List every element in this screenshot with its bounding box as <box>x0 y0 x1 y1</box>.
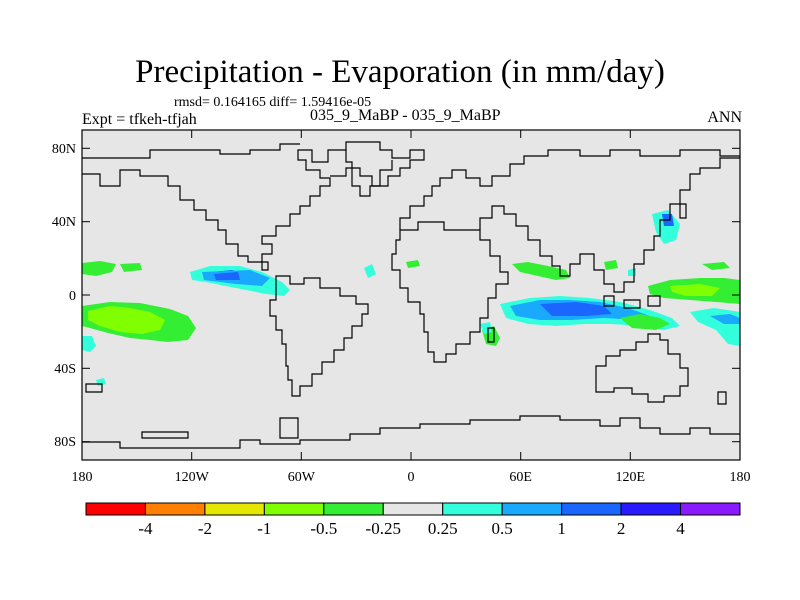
green-anomaly-north-africa <box>512 262 570 280</box>
colorbar-label: -0.5 <box>310 519 337 538</box>
colorbar-box <box>501 502 563 516</box>
colorbar-box <box>144 502 206 516</box>
cyan-anomaly-far-west <box>82 336 96 352</box>
lon-label: 60W <box>288 470 316 485</box>
coast-maritime-continent <box>603 295 661 309</box>
lat-label: 80S <box>54 435 76 450</box>
lat-label: 40S <box>54 362 76 377</box>
green-anomaly-west-itcz-2 <box>120 263 142 272</box>
green-anomaly-south-asia <box>604 260 618 270</box>
colorbar-box <box>382 502 444 516</box>
lon-label: 120E <box>616 470 646 485</box>
lon-label: 0 <box>408 470 415 485</box>
lat-label: 40N <box>52 215 76 230</box>
colorbar-box <box>323 502 384 516</box>
field-anomalies <box>82 210 740 386</box>
coast-antarctica <box>82 415 740 449</box>
lon-label: 120W <box>175 470 210 485</box>
cyan-anomaly-atlantic <box>364 264 376 278</box>
colorbar-boxes <box>85 502 741 516</box>
blue-core-east-pacific <box>214 272 240 280</box>
coast-eurasia <box>399 149 740 230</box>
coastlines <box>82 141 740 449</box>
map-panel: 180 120W 60W 0 60E 120E 180 80N 40N 0 40… <box>52 129 751 485</box>
lat-label: 0 <box>69 289 76 304</box>
blue-anomaly-indian-ocean <box>540 302 612 316</box>
longitude-ticks <box>81 130 741 460</box>
latitude-ticks <box>82 147 740 443</box>
lightblue-anomaly-southwest-pacific <box>710 314 740 324</box>
lon-label: 180 <box>72 470 93 485</box>
colorbar-labels: -4 -2 -1 -0.5 -0.25 0.25 0.5 1 2 4 <box>138 519 685 538</box>
plot-title: Precipitation - Evaporation (in mm/day) <box>135 54 665 90</box>
coast-arctic-canada <box>82 143 300 159</box>
lightgreen-anomaly-south-pacific <box>88 306 165 334</box>
coast-new-zealand <box>717 391 727 405</box>
experiment-label: Expt = tfkeh-tfjah <box>82 111 197 128</box>
colorbar-label: -1 <box>257 519 271 538</box>
green-anomaly-west-itcz <box>82 261 116 276</box>
coast-greenland <box>345 150 393 197</box>
coast-australia <box>595 333 689 403</box>
lon-label: 60E <box>509 470 532 485</box>
season-label: ANN <box>707 109 742 126</box>
colorbar: -4 -2 -1 -0.5 -0.25 0.25 0.5 1 2 4 <box>85 502 741 538</box>
lightgreen-anomaly-west-pacific <box>670 284 720 296</box>
latitude-labels: 80N 40N 0 40S 80S <box>52 142 76 450</box>
colorbar-box <box>442 502 503 516</box>
coast-africa <box>391 221 509 363</box>
coast-north-america <box>82 141 425 271</box>
coast-madagascar <box>487 327 495 343</box>
coast-ross-shelf <box>141 431 189 439</box>
colorbar-label: -4 <box>138 519 153 538</box>
coast-south-america <box>269 275 369 397</box>
lat-label: 80N <box>52 142 76 157</box>
colorbar-box <box>561 502 622 516</box>
colorbar-box <box>85 502 146 516</box>
colorbar-box <box>680 502 741 516</box>
colorbar-label: 0.25 <box>428 519 458 538</box>
lon-label: 180 <box>730 470 751 485</box>
colorbar-label: -0.25 <box>366 519 401 538</box>
green-anomaly-south-indian <box>620 314 670 330</box>
coast-asia-south <box>479 157 740 293</box>
colorbar-box <box>204 502 265 516</box>
map-background <box>82 130 740 460</box>
statistics-text: rmsd= 0.164165 diff= 1.59416e-05 <box>174 95 372 110</box>
colorbar-label: 4 <box>676 519 685 538</box>
colorbar-label: 0.5 <box>492 519 513 538</box>
colorbar-box <box>620 502 682 516</box>
colorbar-box <box>263 502 325 516</box>
colorbar-label: 2 <box>617 519 626 538</box>
coast-alaska-islands <box>85 383 103 393</box>
longitude-labels: 180 120W 60W 0 60E 120E 180 <box>72 470 751 485</box>
coast-antarctic-peninsula <box>279 417 299 439</box>
case-label: 035_9_MaBP - 035_9_MaBP <box>310 107 501 124</box>
green-anomaly-wp-north <box>702 262 730 270</box>
colorbar-label: -2 <box>198 519 212 538</box>
colorbar-label: 1 <box>557 519 566 538</box>
coast-japan <box>679 203 687 219</box>
green-anomaly-atlantic <box>406 260 420 268</box>
cyan-anomaly-mozambique <box>480 322 492 334</box>
